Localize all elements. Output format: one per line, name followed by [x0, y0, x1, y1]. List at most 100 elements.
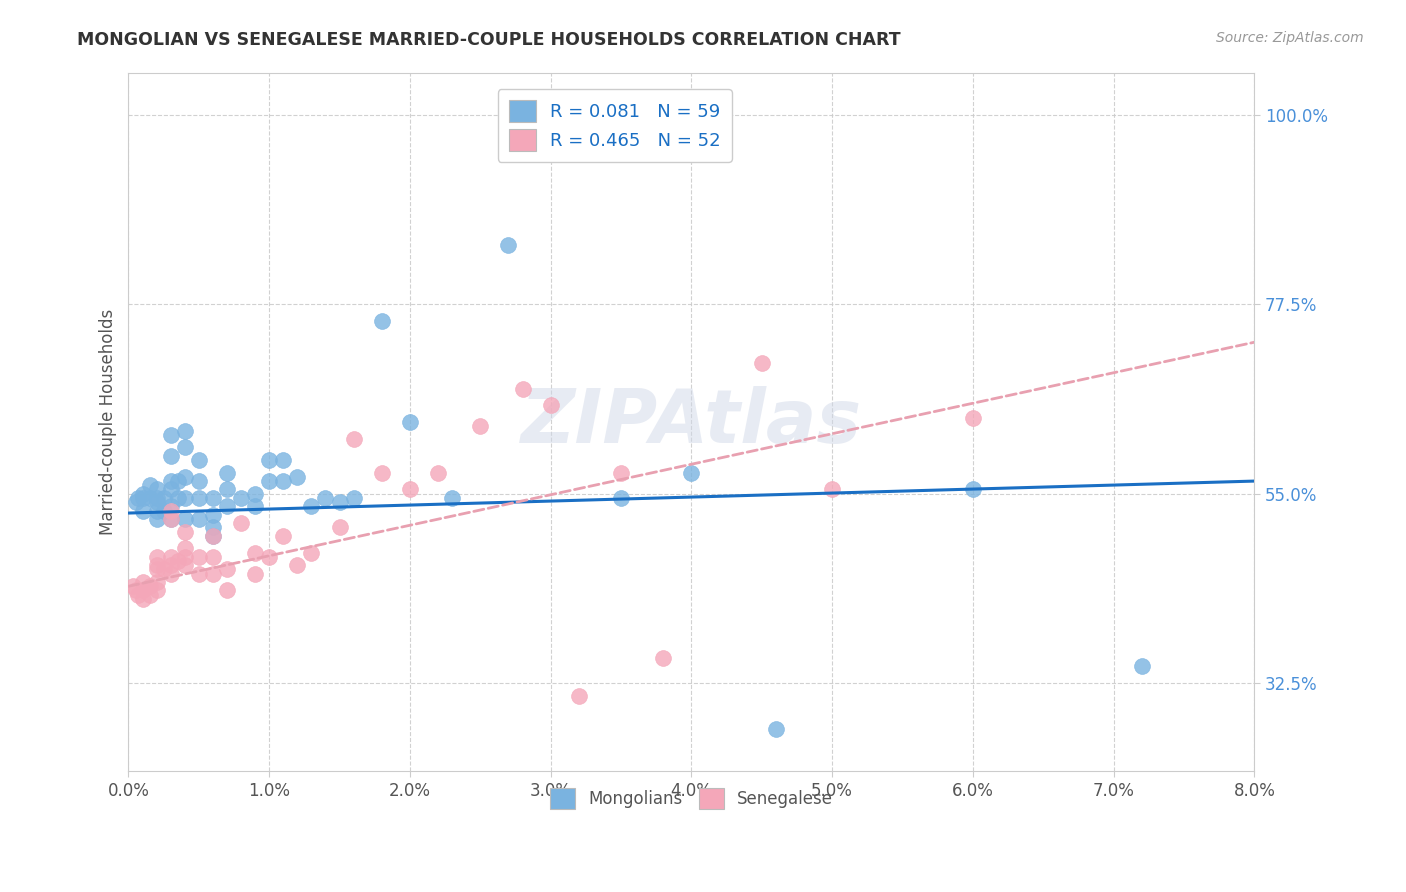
Point	[285, 558, 308, 573]
Point	[540, 398, 562, 412]
Point	[127, 588, 149, 602]
Point	[821, 483, 844, 497]
Point	[343, 432, 366, 446]
Point	[173, 470, 195, 484]
Point	[166, 554, 188, 568]
Point	[371, 466, 394, 480]
Point	[257, 549, 280, 564]
Point	[138, 579, 160, 593]
Point	[201, 508, 224, 522]
Point	[257, 453, 280, 467]
Point	[173, 491, 195, 505]
Point	[229, 491, 252, 505]
Legend: Mongolians, Senegalese: Mongolians, Senegalese	[543, 781, 839, 815]
Point	[243, 500, 266, 514]
Point	[652, 650, 675, 665]
Point	[121, 579, 143, 593]
Point	[751, 356, 773, 370]
Point	[215, 562, 238, 576]
Point	[765, 723, 787, 737]
Point	[138, 478, 160, 492]
Text: Source: ZipAtlas.com: Source: ZipAtlas.com	[1216, 31, 1364, 45]
Point	[145, 549, 167, 564]
Point	[152, 562, 174, 576]
Point	[201, 520, 224, 534]
Point	[152, 503, 174, 517]
Point	[610, 491, 633, 505]
Text: MONGOLIAN VS SENEGALESE MARRIED-COUPLE HOUSEHOLDS CORRELATION CHART: MONGOLIAN VS SENEGALESE MARRIED-COUPLE H…	[77, 31, 901, 49]
Point	[329, 495, 352, 509]
Point	[299, 500, 322, 514]
Point	[285, 470, 308, 484]
Point	[152, 491, 174, 505]
Y-axis label: Married-couple Households: Married-couple Households	[100, 309, 117, 535]
Point	[243, 486, 266, 500]
Point	[159, 427, 181, 442]
Point	[145, 483, 167, 497]
Point	[173, 558, 195, 573]
Point	[145, 495, 167, 509]
Point	[243, 566, 266, 581]
Point	[271, 453, 294, 467]
Point	[173, 524, 195, 539]
Point	[371, 314, 394, 328]
Point	[187, 549, 209, 564]
Point	[441, 491, 464, 505]
Point	[138, 588, 160, 602]
Point	[187, 512, 209, 526]
Point	[187, 491, 209, 505]
Point	[131, 575, 153, 590]
Point	[187, 474, 209, 488]
Point	[173, 549, 195, 564]
Point	[131, 486, 153, 500]
Point	[215, 583, 238, 598]
Point	[201, 491, 224, 505]
Point	[681, 466, 703, 480]
Point	[610, 466, 633, 480]
Point	[470, 419, 492, 434]
Point	[145, 558, 167, 573]
Point	[568, 689, 591, 703]
Point	[145, 512, 167, 526]
Point	[173, 424, 195, 438]
Text: ZIPAtlas: ZIPAtlas	[520, 385, 862, 458]
Point	[159, 549, 181, 564]
Point	[159, 558, 181, 573]
Point	[159, 512, 181, 526]
Point	[498, 238, 520, 252]
Point	[145, 491, 167, 505]
Point	[173, 541, 195, 556]
Point	[399, 483, 422, 497]
Point	[299, 546, 322, 560]
Point	[962, 483, 984, 497]
Point	[257, 474, 280, 488]
Point	[243, 546, 266, 560]
Point	[131, 503, 153, 517]
Point	[159, 449, 181, 463]
Point	[1130, 659, 1153, 673]
Point	[173, 441, 195, 455]
Point	[131, 583, 153, 598]
Point	[159, 503, 181, 517]
Point	[427, 466, 450, 480]
Point	[512, 382, 534, 396]
Point	[159, 512, 181, 526]
Point	[187, 453, 209, 467]
Point	[145, 583, 167, 598]
Point	[229, 516, 252, 530]
Point	[271, 529, 294, 543]
Point	[343, 491, 366, 505]
Point	[159, 474, 181, 488]
Point	[399, 415, 422, 429]
Point	[187, 566, 209, 581]
Point	[215, 483, 238, 497]
Point	[166, 491, 188, 505]
Point	[173, 512, 195, 526]
Point	[201, 529, 224, 543]
Point	[131, 591, 153, 606]
Point	[124, 495, 146, 509]
Point	[131, 491, 153, 505]
Point	[159, 500, 181, 514]
Point	[166, 474, 188, 488]
Point	[201, 566, 224, 581]
